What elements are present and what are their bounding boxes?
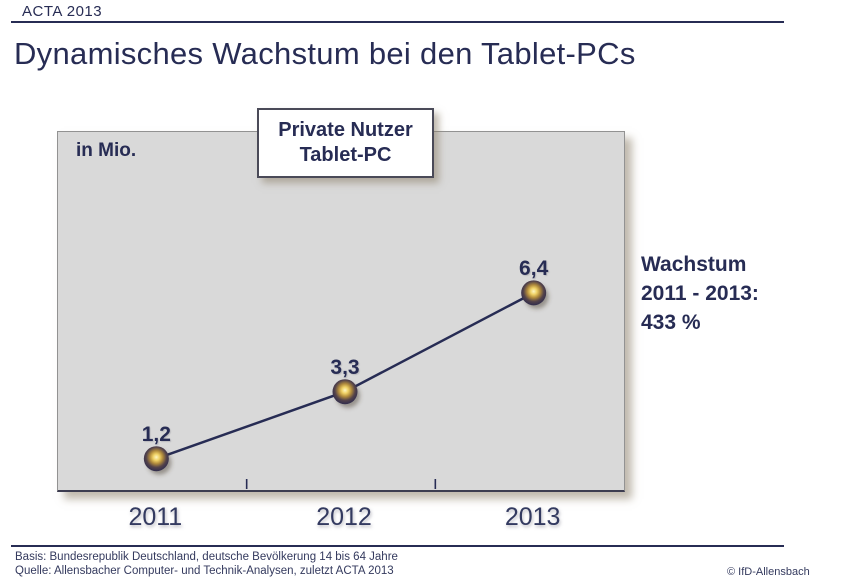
footer-rule bbox=[11, 545, 784, 547]
footer-copyright: © IfD-Allensbach bbox=[727, 566, 810, 578]
chart-title-box: Private Nutzer Tablet-PC bbox=[257, 108, 434, 178]
data-point-marker bbox=[521, 280, 547, 306]
survey-tag: ACTA 2013 bbox=[22, 3, 103, 20]
footer-source: Quelle: Allensbacher Computer- und Techn… bbox=[15, 565, 394, 577]
x-axis-label: 2013 bbox=[504, 503, 561, 531]
chart-title-line1: Private Nutzer bbox=[278, 119, 413, 141]
unit-label: in Mio. bbox=[76, 140, 137, 161]
line-chart bbox=[143, 280, 549, 489]
growth-annotation-line3: 433 % bbox=[641, 311, 701, 334]
page-title: Dynamisches Wachstum bei den Tablet-PCs bbox=[14, 36, 636, 71]
data-point-value: 1,2 bbox=[141, 422, 171, 446]
data-point-value: 3,3 bbox=[330, 355, 360, 379]
growth-annotation: Wachstum 2011 - 2013: 433 % bbox=[641, 250, 759, 337]
x-axis-labels: 2011 2012 2013 bbox=[57, 503, 623, 533]
x-axis-label: 2012 bbox=[316, 503, 372, 531]
data-point-marker bbox=[332, 379, 358, 405]
chart-title-line2: Tablet-PC bbox=[299, 144, 392, 166]
header-rule bbox=[11, 21, 784, 23]
plot-area: in Mio. 1,2 3,3 6,4 bbox=[57, 131, 625, 492]
growth-annotation-line2: 2011 - 2013: bbox=[641, 282, 759, 305]
data-point-marker bbox=[143, 446, 169, 472]
growth-annotation-line1: Wachstum bbox=[641, 253, 747, 276]
x-axis-label: 2011 bbox=[128, 503, 183, 531]
footer-basis: Basis: Bundesrepublik Deutschland, deuts… bbox=[15, 551, 398, 563]
data-point-value: 6,4 bbox=[519, 256, 549, 280]
